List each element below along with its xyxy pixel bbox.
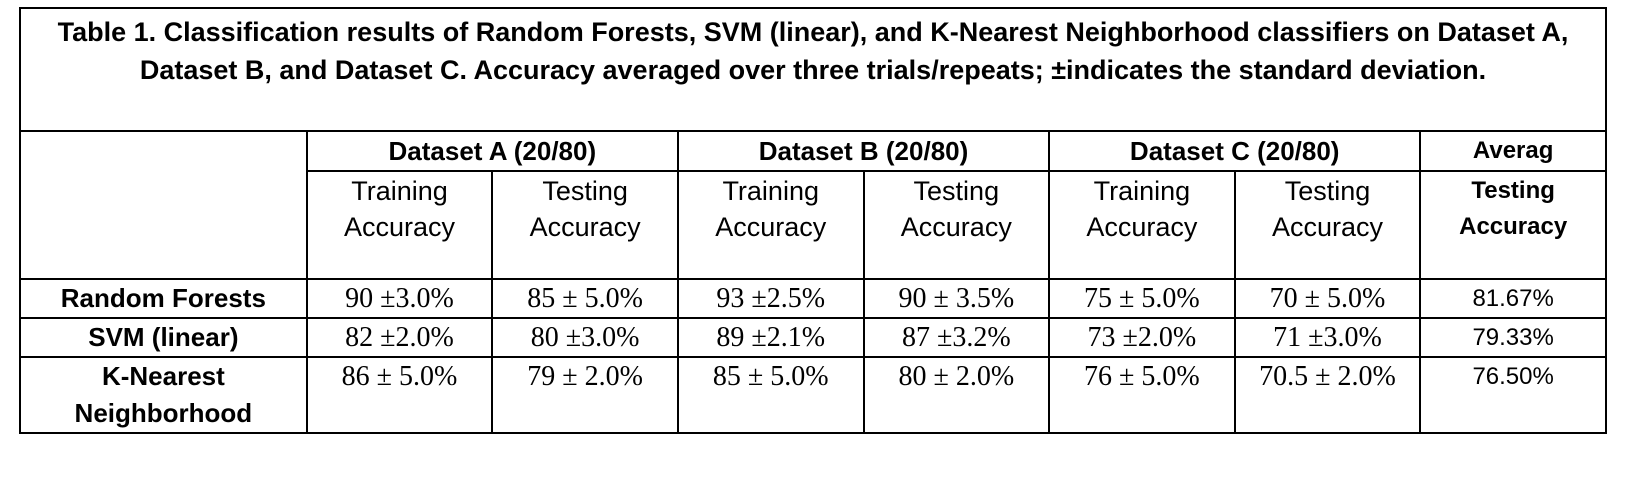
corner-cell (19, 130, 308, 280)
table-cell: 85 ± 5.0% (676, 356, 865, 434)
sub-header-line1: Testing (913, 176, 1000, 206)
group-header-dataset-b: Dataset B (20/80) (676, 130, 1051, 172)
table-row: Random Forests 90 ±3.0% 85 ± 5.0% 93 ±2.… (19, 278, 1607, 319)
group-header-dataset-c: Dataset C (20/80) (1048, 130, 1422, 172)
table-caption: Table 1. Classification results of Rando… (57, 17, 1569, 85)
table-cell: 80 ± 2.0% (862, 356, 1051, 434)
table-caption-cell: Table 1. Classification results of Rando… (19, 7, 1607, 132)
table-cell: 70 ± 5.0% (1233, 278, 1422, 319)
table-row: K-Nearest Neighborhood 86 ± 5.0% 79 ± 2.… (19, 356, 1607, 434)
row-label: Random Forests (19, 278, 308, 319)
average-cell: 81.67% (1419, 278, 1607, 319)
table-cell: 87 ±3.2% (862, 317, 1051, 358)
table-cell: 73 ±2.0% (1048, 317, 1236, 358)
sub-header-average: Testing Accuracy (1419, 170, 1607, 280)
sub-header-a-training: Training Accuracy (305, 170, 494, 280)
table-cell: 85 ± 5.0% (491, 278, 679, 319)
group-header-row: Dataset A (20/80) Dataset B (20/80) Data… (19, 130, 1607, 280)
group-header-dataset-a: Dataset A (20/80) (305, 130, 679, 172)
sub-header-line1: Testing (542, 176, 628, 206)
row-label-line1: K-Nearest (101, 361, 225, 391)
table-cell: 93 ±2.5% (676, 278, 865, 319)
table-cell: 90 ± 3.5% (862, 278, 1051, 319)
row-label: K-Nearest Neighborhood (19, 356, 308, 434)
sub-header-c-testing: Testing Accuracy (1233, 170, 1422, 280)
sub-header-line2: Accuracy (1459, 213, 1568, 240)
average-cell: 76.50% (1419, 356, 1607, 434)
row-label: SVM (linear) (19, 317, 308, 358)
table-cell: 71 ±3.0% (1233, 317, 1422, 358)
sub-header-line2: Accuracy (529, 212, 641, 242)
table-cell: 79 ± 2.0% (491, 356, 679, 434)
sub-header-line2: Accuracy (1086, 212, 1198, 242)
table-cell: 75 ± 5.0% (1048, 278, 1236, 319)
sub-header-c-training: Training Accuracy (1048, 170, 1236, 280)
sub-header-row: Training Accuracy Testing Accuracy Train… (20, 170, 1607, 280)
table-cell: 82 ±2.0% (305, 317, 494, 358)
row-label-line2: Neighborhood (74, 398, 253, 428)
sub-header-b-testing: Testing Accuracy (862, 170, 1051, 280)
sub-header-line1: Training (1093, 176, 1191, 206)
table-cell: 89 ±2.1% (676, 317, 865, 358)
sub-header-line2: Accuracy (715, 212, 827, 242)
average-cell: 79.33% (1419, 317, 1607, 358)
table-cell: 70.5 ± 2.0% (1233, 356, 1422, 434)
sub-header-a-testing: Testing Accuracy (491, 170, 679, 280)
table-row: SVM (linear) 82 ±2.0% 80 ±3.0% 89 ±2.1% … (19, 317, 1607, 358)
sub-header-line2: Accuracy (1271, 212, 1384, 242)
sub-header-line1: Testing (1471, 177, 1555, 204)
table-cell: 90 ±3.0% (305, 278, 494, 319)
sub-header-b-training: Training Accuracy (676, 170, 865, 280)
table-cell: 80 ±3.0% (491, 317, 679, 358)
table-cell: 76 ± 5.0% (1048, 356, 1236, 434)
caption-row: Table 1. Classification results of Rando… (19, 7, 1607, 132)
sub-header-line2: Accuracy (344, 212, 456, 242)
results-table: Table 1. Classification results of Rando… (19, 7, 1607, 434)
sub-header-line1: Training (722, 176, 819, 206)
sub-header-line1: Testing (1284, 176, 1371, 206)
table-cell: 86 ± 5.0% (305, 356, 494, 434)
sub-header-line2: Accuracy (900, 212, 1012, 242)
sub-header-line1: Training (351, 176, 448, 206)
average-header: Averag (1419, 130, 1607, 172)
